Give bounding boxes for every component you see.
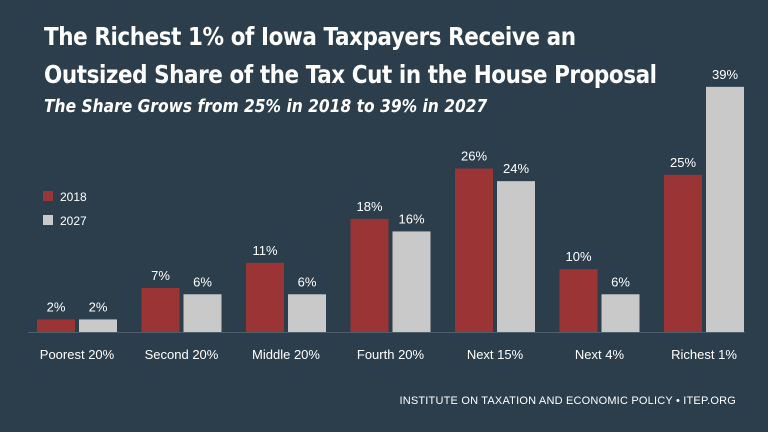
bar-2027-3: [288, 294, 326, 332]
data-label-2027-7: 39%: [712, 67, 738, 82]
bar-2027-1: [79, 319, 117, 332]
bar-2018-2: [141, 288, 180, 332]
bar-2018-4: [350, 218, 389, 332]
data-label-2027-5: 24%: [503, 161, 529, 176]
category-label-7: Richest 1%: [671, 347, 737, 362]
legend-label-2027: 2027: [60, 214, 87, 228]
data-label-2018-3: 11%: [252, 243, 277, 258]
category-label-1: Poorest 20%: [40, 347, 115, 362]
legend-swatch-2018: [43, 191, 53, 201]
bar-2018-7: [664, 174, 702, 332]
bar-2027-4: [392, 231, 431, 332]
category-label-3: Middle 20%: [252, 347, 320, 362]
bar-2027-7: [706, 86, 744, 332]
chart-title-line-2: Outsized Share of the Tax Cut in the Hou…: [44, 60, 657, 89]
legend-label-2018: 2018: [60, 190, 87, 204]
data-label-2018-2: 7%: [151, 268, 170, 283]
bar-2027-6: [601, 294, 640, 332]
bar-2027-2: [183, 294, 222, 332]
category-label-6: Next 4%: [575, 347, 625, 362]
data-label-2018-6: 10%: [565, 249, 591, 264]
source-footer: INSTITUTE ON TAXATION AND ECONOMIC POLIC…: [399, 395, 736, 407]
chart-title: The Richest 1% of Iowa Taxpayers Receive…: [44, 18, 657, 94]
data-label-2027-3: 6%: [298, 274, 317, 289]
chart-subtitle: The Share Grows from 25% in 2018 to 39% …: [44, 96, 488, 117]
bar-2018-1: [37, 319, 75, 332]
category-label-5: Next 15%: [467, 347, 524, 362]
data-label-2018-1: 2%: [47, 299, 66, 314]
category-label-2: Second 20%: [145, 347, 219, 362]
data-label-2018-5: 26%: [461, 149, 487, 164]
data-label-2027-1: 2%: [89, 299, 108, 314]
data-label-2027-2: 6%: [193, 274, 212, 289]
data-label-2018-7: 25%: [670, 155, 696, 170]
bar-2018-3: [246, 262, 284, 332]
bar-2018-5: [455, 168, 493, 332]
category-label-4: Fourth 20%: [357, 347, 425, 362]
bar-2027-5: [497, 181, 535, 332]
data-label-2018-4: 18%: [356, 199, 382, 214]
data-label-2027-4: 16%: [398, 211, 424, 226]
bar-2018-6: [559, 269, 598, 332]
legend-swatch-2027: [43, 215, 53, 225]
chart-title-line-1: The Richest 1% of Iowa Taxpayers Receive…: [44, 22, 576, 51]
data-label-2027-6: 6%: [611, 274, 630, 289]
